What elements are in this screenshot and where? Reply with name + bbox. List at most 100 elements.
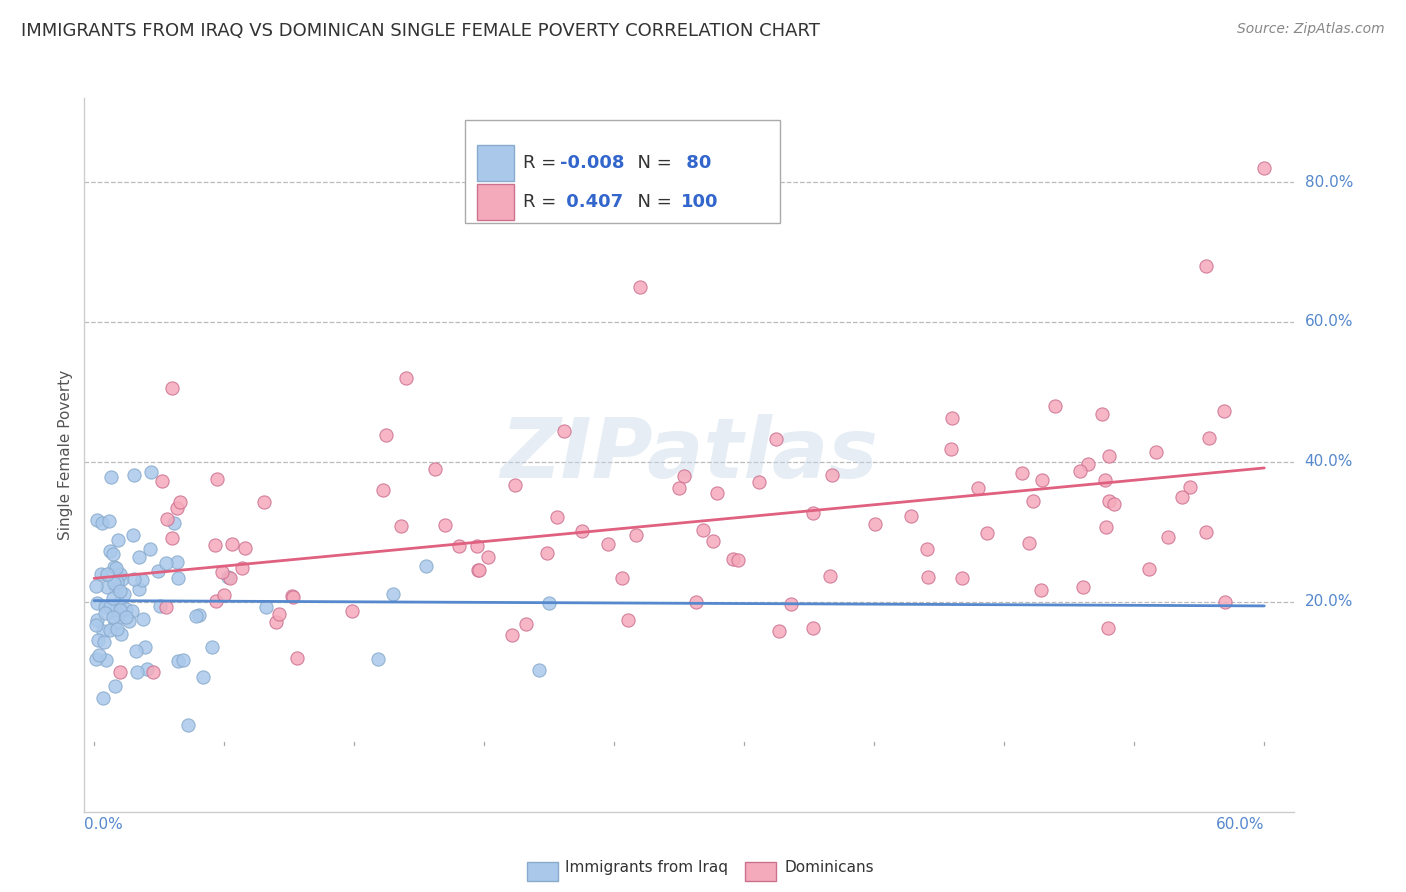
Point xyxy=(166,501,188,516)
Point xyxy=(628,280,651,294)
Point xyxy=(467,539,489,553)
Point xyxy=(108,603,131,617)
Point xyxy=(1094,519,1116,533)
Point xyxy=(801,621,824,635)
Point xyxy=(86,613,108,627)
Point xyxy=(169,495,191,509)
Point xyxy=(128,550,150,565)
Point xyxy=(107,607,129,621)
Point xyxy=(84,617,107,632)
Point xyxy=(395,371,418,385)
Point xyxy=(107,596,129,610)
Point xyxy=(155,556,177,570)
Text: N =: N = xyxy=(626,154,678,172)
Point xyxy=(821,468,844,483)
Point xyxy=(281,590,304,604)
Point xyxy=(1018,536,1040,550)
Point xyxy=(1097,620,1119,634)
Point xyxy=(221,536,243,550)
Point xyxy=(1098,449,1121,463)
Point xyxy=(1091,407,1114,421)
Point xyxy=(91,624,114,639)
Point xyxy=(515,617,537,632)
Point xyxy=(252,495,274,509)
Point xyxy=(124,572,146,586)
Point xyxy=(125,644,148,658)
Point xyxy=(1198,431,1220,445)
Point xyxy=(447,539,470,553)
Point xyxy=(110,626,132,640)
Point xyxy=(98,515,121,529)
Point xyxy=(803,506,825,520)
Point xyxy=(673,469,696,483)
Text: Dominicans: Dominicans xyxy=(785,860,875,874)
Point xyxy=(142,665,165,679)
Point xyxy=(122,528,145,542)
Point xyxy=(1043,399,1066,413)
Point xyxy=(98,624,121,638)
Point xyxy=(155,599,177,614)
Point xyxy=(86,512,108,526)
Point xyxy=(103,560,125,574)
Point xyxy=(477,549,499,564)
Point xyxy=(818,568,841,582)
Point xyxy=(146,564,169,578)
Point xyxy=(425,461,447,475)
Point xyxy=(967,481,990,495)
Point xyxy=(104,561,127,575)
Point xyxy=(193,670,215,684)
Point xyxy=(132,612,155,626)
Point xyxy=(1031,473,1053,487)
Point xyxy=(122,468,145,483)
Point xyxy=(204,594,226,608)
Point xyxy=(134,640,156,654)
Point xyxy=(104,679,127,693)
Text: 60.0%: 60.0% xyxy=(1216,817,1264,832)
Point xyxy=(167,571,190,585)
Point xyxy=(1022,494,1045,508)
Point xyxy=(692,523,714,537)
Point xyxy=(219,571,242,585)
Point xyxy=(128,582,150,597)
Point xyxy=(150,474,173,488)
Point xyxy=(571,524,593,539)
Text: Immigrants from Iraq: Immigrants from Iraq xyxy=(565,860,728,874)
Point xyxy=(162,380,184,394)
Point xyxy=(1195,524,1218,539)
Point xyxy=(375,428,398,442)
Point xyxy=(1077,458,1099,472)
Point xyxy=(685,595,707,609)
Point xyxy=(211,566,233,580)
Point xyxy=(127,665,149,679)
Text: -0.008: -0.008 xyxy=(560,154,624,172)
Point xyxy=(86,596,108,610)
Point xyxy=(86,633,108,648)
Point xyxy=(107,533,129,548)
Point xyxy=(156,512,179,526)
Point xyxy=(94,606,117,620)
Bar xyxy=(465,120,779,223)
Text: N =: N = xyxy=(626,194,678,211)
Point xyxy=(166,555,188,569)
Point xyxy=(596,537,619,551)
Point xyxy=(103,576,125,591)
Point xyxy=(702,534,724,549)
Point xyxy=(91,691,114,706)
Point xyxy=(104,615,127,629)
Point xyxy=(748,475,770,489)
Point xyxy=(765,432,787,446)
Point xyxy=(1157,530,1180,544)
Point xyxy=(1071,580,1094,594)
Point xyxy=(103,547,125,561)
Point xyxy=(915,542,938,557)
Point xyxy=(141,465,163,479)
Text: 80.0%: 80.0% xyxy=(1305,175,1353,190)
Point xyxy=(201,640,224,654)
Point xyxy=(1098,493,1121,508)
Point xyxy=(108,567,131,582)
Point xyxy=(269,607,291,621)
Point xyxy=(91,516,114,530)
Point xyxy=(706,486,728,500)
Point xyxy=(367,652,389,666)
Point xyxy=(433,518,456,533)
